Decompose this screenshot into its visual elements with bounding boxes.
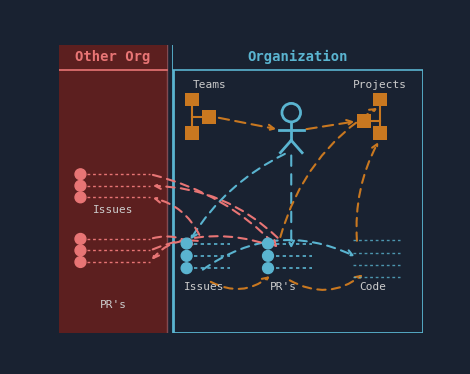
Text: Code: Code xyxy=(359,282,386,292)
Circle shape xyxy=(263,263,274,273)
Text: PR's: PR's xyxy=(100,300,126,310)
Bar xyxy=(373,93,386,107)
Text: Other Org: Other Org xyxy=(75,50,151,64)
Circle shape xyxy=(263,238,274,249)
Circle shape xyxy=(75,245,86,256)
Circle shape xyxy=(181,263,192,273)
Text: Projects: Projects xyxy=(353,80,407,90)
Circle shape xyxy=(75,192,86,203)
Bar xyxy=(172,45,423,333)
Bar xyxy=(373,126,386,140)
Text: Organization: Organization xyxy=(247,50,348,64)
Circle shape xyxy=(75,233,86,244)
Circle shape xyxy=(75,169,86,180)
Bar xyxy=(172,45,423,70)
Bar xyxy=(185,126,199,140)
Bar xyxy=(202,110,216,124)
Circle shape xyxy=(181,238,192,249)
Bar xyxy=(59,45,167,333)
Bar xyxy=(59,45,167,70)
Circle shape xyxy=(75,180,86,191)
Circle shape xyxy=(75,257,86,267)
Bar xyxy=(185,93,199,107)
Text: Teams: Teams xyxy=(193,80,227,90)
Text: Issues: Issues xyxy=(93,205,133,215)
Text: Issues: Issues xyxy=(184,282,225,292)
Text: PR's: PR's xyxy=(270,282,297,292)
Circle shape xyxy=(263,251,274,261)
Circle shape xyxy=(181,251,192,261)
Bar xyxy=(357,114,371,128)
